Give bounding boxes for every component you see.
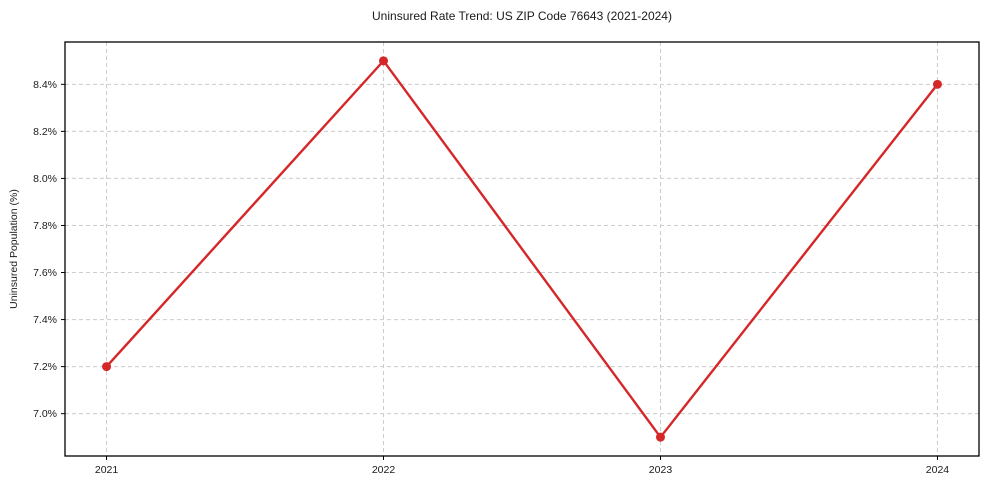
y-tick-label: 8.0% (33, 173, 57, 185)
y-axis-label: Uninsured Population (%) (8, 189, 20, 309)
y-tick-label: 7.2% (33, 361, 57, 373)
data-point-2024 (932, 79, 942, 89)
x-tick-label: 2023 (649, 464, 673, 476)
data-point-2023 (655, 432, 665, 442)
y-tick-label: 8.4% (33, 79, 57, 91)
x-tick-label: 2022 (372, 464, 396, 476)
data-point-2022 (379, 56, 389, 66)
y-tick-label: 8.2% (33, 126, 57, 138)
data-point-2021 (102, 362, 112, 372)
plot-border (64, 41, 980, 457)
y-tick-label: 7.6% (33, 267, 57, 279)
chart-title: Uninsured Rate Trend: US ZIP Code 76643 … (372, 9, 672, 23)
x-tick-label: 2024 (926, 464, 950, 476)
x-tick-label: 2021 (95, 464, 119, 476)
y-tick-label: 7.4% (33, 314, 57, 326)
trend-line (105, 59, 939, 439)
y-tick-label: 7.8% (33, 220, 57, 232)
y-tick-label: 7.0% (33, 408, 57, 420)
